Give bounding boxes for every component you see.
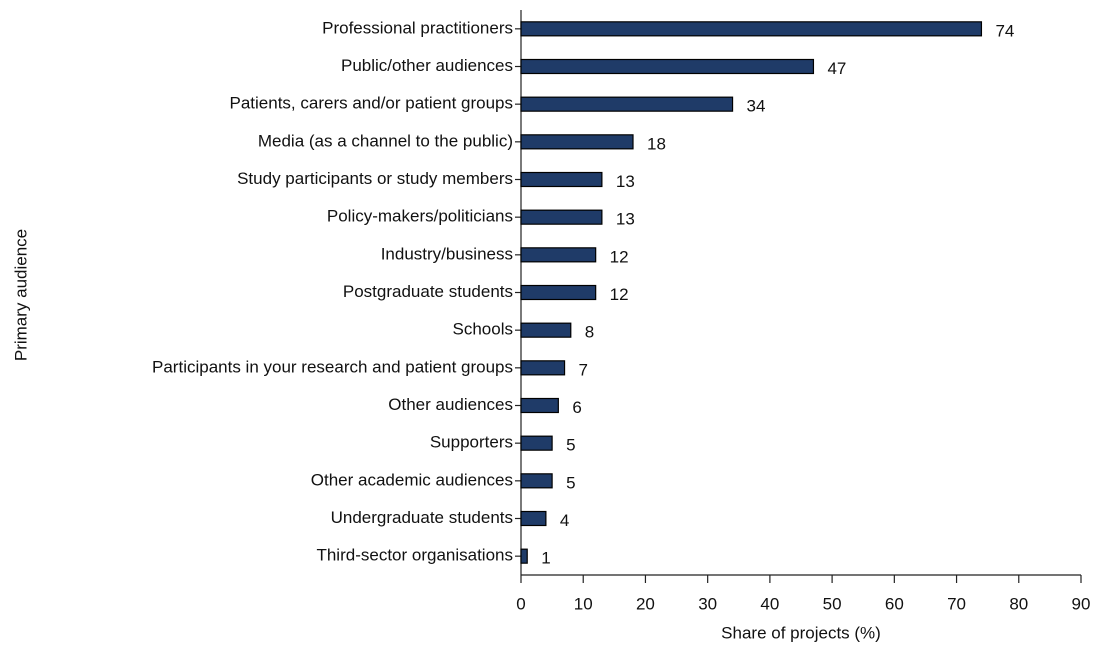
x-tick-label: 30 — [698, 594, 717, 613]
bar — [520, 134, 634, 150]
data-label: 13 — [616, 210, 635, 229]
x-tick-label: 80 — [1009, 594, 1028, 613]
y-tick-label: Third-sector organisations — [316, 546, 513, 565]
bar — [520, 435, 553, 451]
bar — [520, 247, 597, 263]
bar — [520, 322, 572, 338]
bar — [520, 548, 528, 564]
bar — [520, 171, 603, 188]
x-tick-label: 50 — [823, 594, 842, 613]
y-tick-label: Postgraduate students — [343, 282, 513, 301]
y-tick-label: Professional practitioners — [322, 18, 513, 37]
x-tick-label: 60 — [885, 594, 904, 613]
x-tick-label: 70 — [947, 594, 966, 613]
x-tick-label: 10 — [574, 594, 593, 613]
data-label: 8 — [585, 323, 594, 342]
y-tick-label: Industry/business — [381, 244, 513, 263]
data-label: 74 — [995, 21, 1014, 40]
data-label: 6 — [572, 398, 581, 417]
data-label: 1 — [541, 549, 550, 568]
y-tick-label: Study participants or study members — [237, 169, 513, 188]
y-tick-label: Other audiences — [388, 395, 513, 414]
data-label: 34 — [747, 97, 766, 116]
bar — [520, 397, 559, 414]
bar — [520, 510, 547, 527]
x-tick-label: 40 — [760, 594, 779, 613]
x-tick-label: 20 — [636, 594, 655, 613]
y-tick-label: Other academic audiences — [311, 470, 513, 489]
y-tick-label: Patients, carers and/or patient groups — [230, 94, 514, 113]
data-label: 12 — [610, 285, 629, 304]
y-tick-label: Media (as a channel to the public) — [258, 131, 513, 150]
y-tick-label: Participants in your research and patien… — [152, 357, 513, 376]
bar — [520, 360, 566, 376]
bar — [520, 21, 983, 37]
x-axis-label: Share of projects (%) — [721, 623, 881, 642]
y-tick-label: Schools — [453, 320, 513, 339]
y-axis-label: Primary audience — [11, 229, 30, 361]
data-label: 4 — [560, 511, 569, 530]
bar — [520, 209, 603, 225]
y-tick-label: Policy-makers/politicians — [327, 207, 513, 226]
data-label: 18 — [647, 134, 666, 153]
y-tick-label: Undergraduate students — [331, 508, 513, 527]
y-tick-label: Supporters — [430, 433, 513, 452]
data-label: 47 — [827, 59, 846, 78]
data-label: 5 — [566, 436, 575, 455]
data-label: 12 — [610, 247, 629, 266]
data-label: 5 — [566, 473, 575, 492]
data-label: 13 — [616, 172, 635, 191]
x-tick-label: 0 — [516, 594, 525, 613]
data-label: 7 — [579, 360, 588, 379]
bar — [520, 96, 734, 112]
bar — [520, 473, 553, 489]
bar — [520, 58, 815, 75]
y-tick-label: Public/other audiences — [341, 56, 513, 75]
x-tick-label: 90 — [1072, 594, 1091, 613]
bar — [520, 284, 597, 301]
